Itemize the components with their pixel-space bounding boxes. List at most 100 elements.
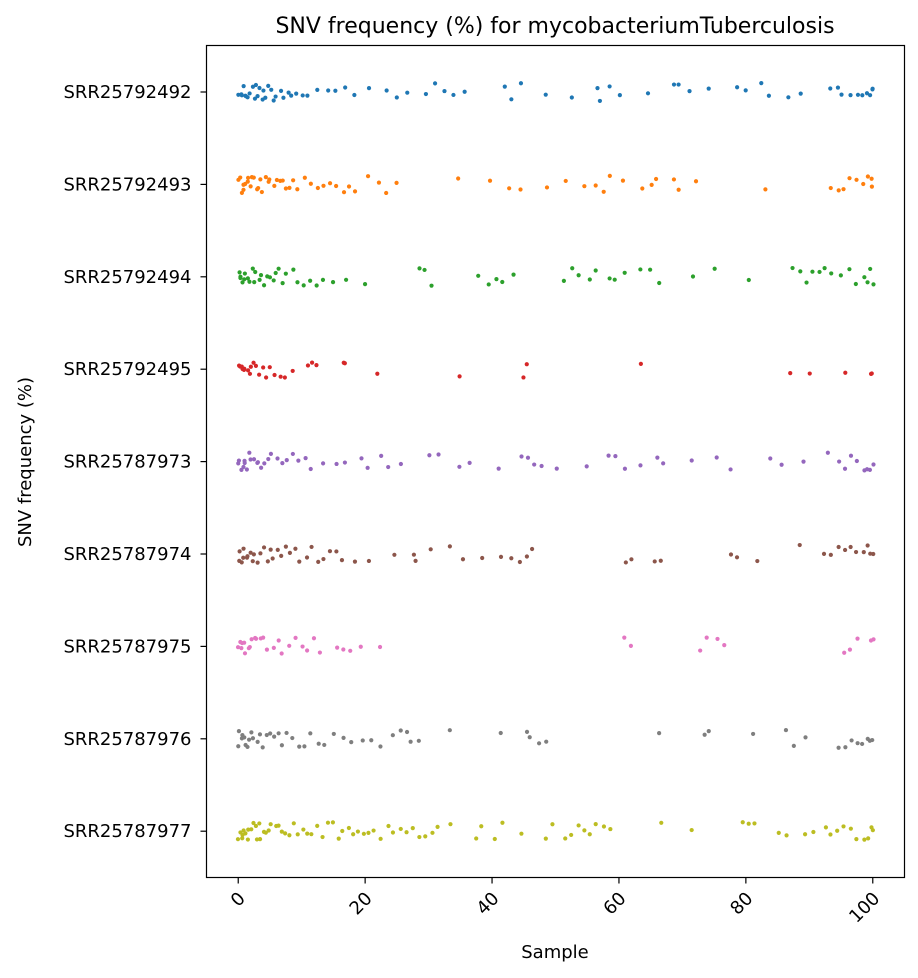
data-point (653, 176, 659, 182)
data-point (250, 736, 256, 741)
data-point (640, 186, 645, 191)
data-point (768, 456, 773, 461)
data-point (314, 363, 319, 368)
data-point (722, 643, 727, 648)
data-point (524, 729, 530, 735)
series-SRR25787973 (236, 450, 876, 473)
data-point (349, 740, 354, 745)
data-point (511, 272, 516, 277)
data-point (251, 360, 256, 365)
data-point (411, 552, 417, 557)
data-point (569, 95, 574, 100)
data-point (375, 371, 380, 376)
data-point (274, 177, 279, 183)
data-point (241, 367, 247, 372)
data-point (601, 824, 607, 829)
data-point (509, 97, 514, 102)
data-point (798, 91, 803, 96)
data-point (257, 372, 262, 377)
data-point (248, 457, 253, 462)
data-point (309, 832, 314, 837)
data-point (428, 547, 433, 552)
data-point (849, 738, 854, 743)
data-point (321, 183, 326, 188)
data-point (645, 91, 651, 96)
data-point (847, 176, 852, 181)
y-axis: SRR25792492 SRR25792493 SRR25792494 SRR2579… (63, 82, 207, 842)
data-point (276, 266, 281, 271)
data-point (804, 280, 809, 285)
y-tick-label: SRR25787975 (63, 636, 191, 657)
data-point (474, 836, 479, 841)
data-point (687, 89, 692, 94)
data-point (268, 822, 273, 827)
data-point (398, 461, 403, 467)
data-point (280, 281, 285, 286)
data-point (371, 828, 376, 833)
data-point (715, 636, 720, 642)
data-point (457, 464, 462, 469)
data-point (480, 555, 485, 561)
data-point (734, 555, 740, 560)
data-point (239, 560, 244, 565)
data-point (797, 542, 802, 548)
data-point (451, 92, 456, 98)
data-point (854, 837, 859, 842)
data-point (828, 552, 833, 557)
data-point (550, 822, 555, 827)
data-point (836, 188, 841, 193)
data-point (266, 83, 271, 88)
data-point (544, 185, 550, 190)
data-point (693, 179, 699, 184)
data-point (456, 176, 461, 181)
data-point (714, 455, 719, 460)
data-point (517, 559, 522, 565)
data-point (649, 182, 654, 187)
data-point (283, 544, 288, 549)
data-point (238, 275, 243, 281)
data-point (321, 556, 326, 562)
data-point (582, 184, 587, 189)
data-point (279, 829, 284, 834)
data-point (848, 544, 853, 550)
data-point (855, 636, 860, 641)
data-point (275, 456, 280, 461)
data-point (378, 836, 383, 841)
data-point (841, 824, 846, 829)
data-point (291, 821, 296, 826)
data-point (334, 461, 339, 467)
data-point (247, 371, 253, 376)
data-point (853, 281, 858, 287)
data-point (260, 745, 265, 750)
data-point (241, 555, 246, 560)
data-point (352, 189, 358, 194)
data-point (740, 820, 745, 825)
data-point (351, 832, 356, 837)
data-point (362, 282, 368, 287)
data-point (327, 181, 333, 186)
data-point (238, 175, 243, 180)
data-point (346, 825, 351, 831)
data-point (287, 833, 292, 838)
data-point (253, 636, 259, 641)
data-point (519, 831, 524, 836)
data-point (607, 84, 612, 89)
data-point (704, 635, 709, 640)
data-point (242, 460, 247, 466)
data-point (377, 644, 383, 650)
data-point (316, 741, 321, 746)
data-point (386, 464, 391, 470)
data-point (790, 265, 795, 271)
data-point (447, 728, 452, 733)
data-point (436, 452, 441, 457)
data-point (423, 91, 429, 97)
data-point (242, 277, 247, 282)
data-point (263, 95, 268, 100)
data-point (593, 268, 598, 273)
data-point (256, 185, 261, 191)
data-point (264, 732, 269, 738)
data-point (394, 95, 399, 100)
data-point (554, 466, 559, 471)
data-point (302, 175, 307, 180)
data-point (339, 558, 345, 563)
